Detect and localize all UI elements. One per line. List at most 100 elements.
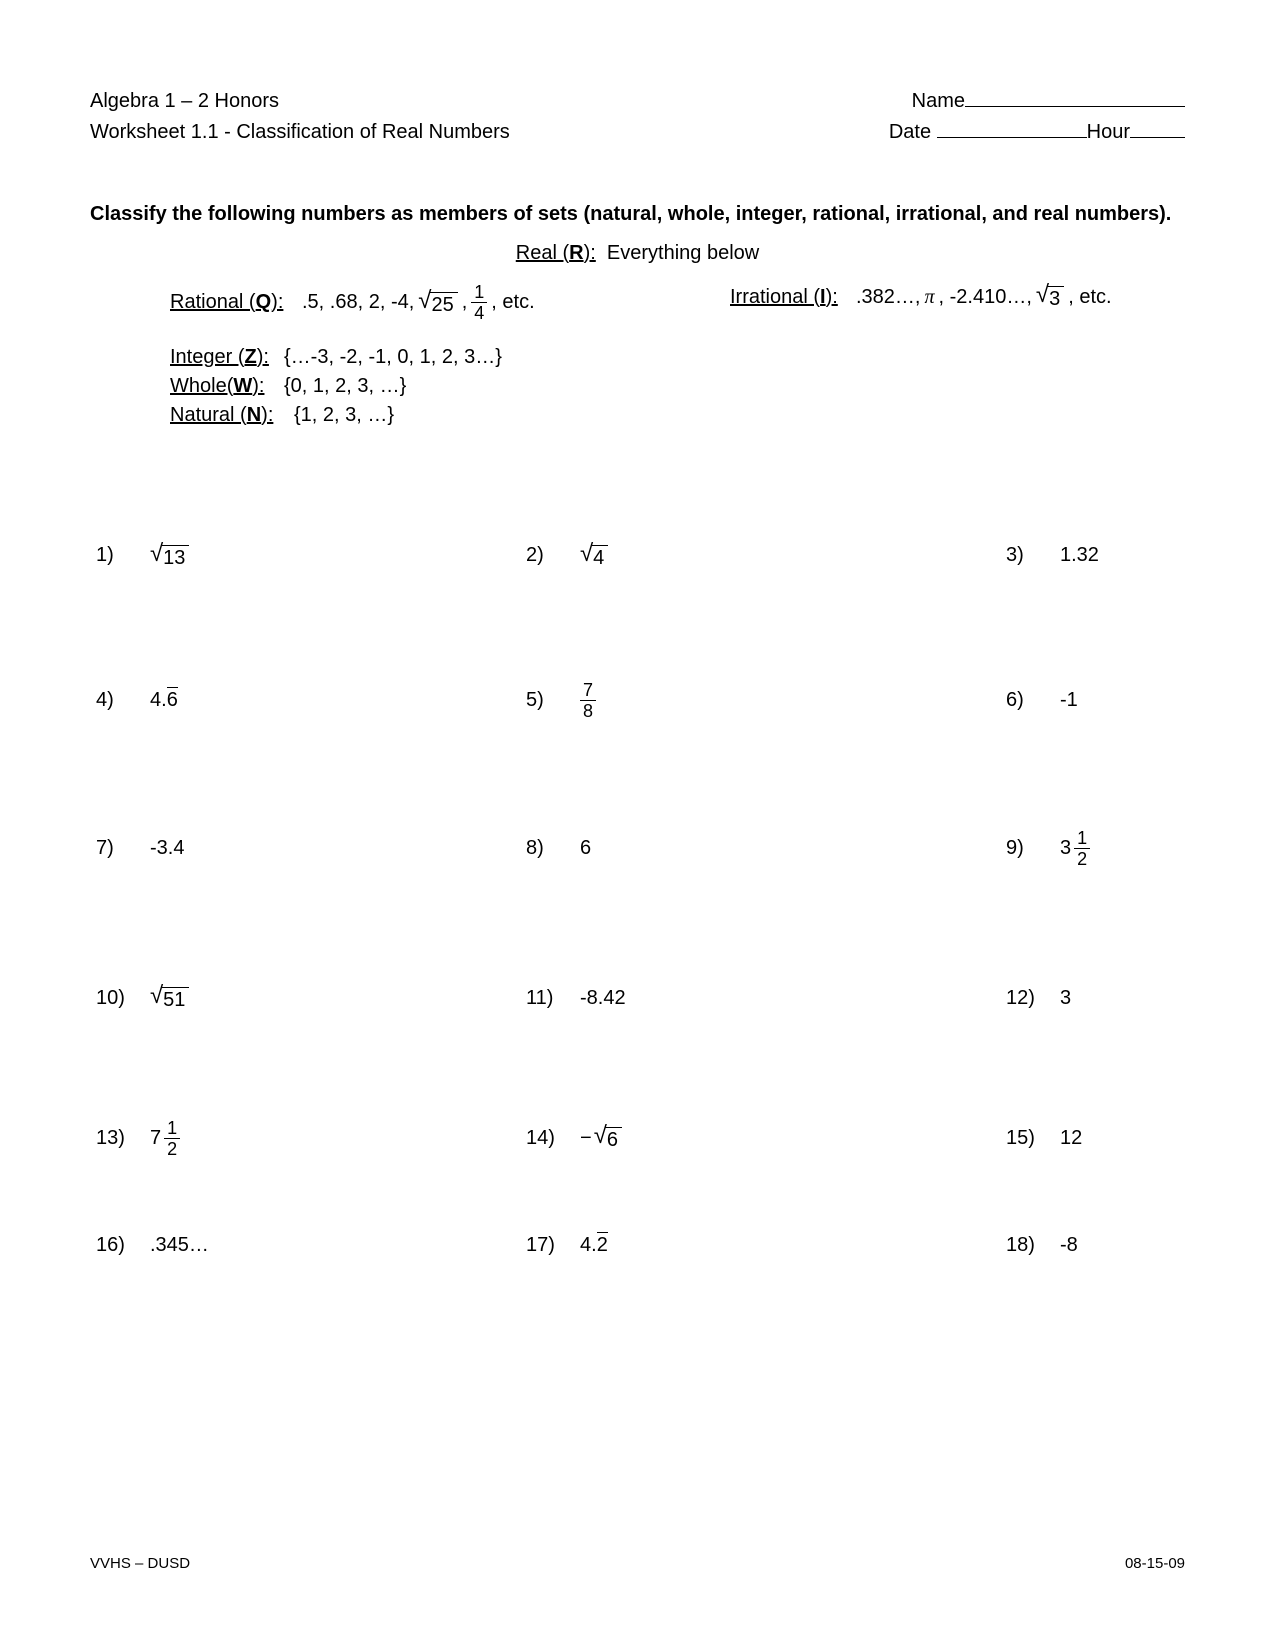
course-title: Algebra 1 – 2 Honors: [90, 90, 279, 113]
set-definitions: Real (R): Everything below Rational (Q):…: [90, 242, 1185, 433]
header-row-1: Algebra 1 – 2 Honors Name: [90, 90, 1185, 113]
repeating-decimal-expr: 4.6: [150, 689, 178, 712]
problem-number: 7): [90, 837, 150, 860]
problem-cell: 16).345…: [90, 1234, 520, 1257]
problem-expression: -1: [1060, 689, 1078, 712]
set-natural: Natural (N): {1, 2, 3, …}: [170, 404, 730, 427]
header-row-2: Worksheet 1.1 - Classification of Real N…: [90, 121, 1185, 144]
problem-row: 1)√13 2)√4 3)1.32: [90, 483, 1185, 628]
hour-label: Hour: [1087, 121, 1130, 143]
set-natural-value: {1, 2, 3, …}: [294, 404, 394, 427]
set-irrational-label: Irrational (I):: [730, 286, 842, 309]
hour-blank: [1130, 137, 1185, 138]
sqrt-expr: √3: [1036, 283, 1064, 311]
problem-cell: 11)-8.42: [520, 987, 1000, 1010]
problem-number: 13): [90, 1127, 150, 1150]
problem-cell: 15)12: [1000, 1127, 1185, 1150]
problem-row: 16).345… 17)4.2 18)-8: [90, 1203, 1185, 1288]
date-label: Date: [889, 121, 931, 143]
problem-number: 5): [520, 689, 580, 712]
name-label: Name: [912, 90, 965, 112]
set-rational: Rational (Q): .5, .68, 2, -4, √25 , 14 ,…: [170, 283, 730, 322]
problem-cell: 2)√4: [520, 542, 1000, 570]
problem-number: 8): [520, 837, 580, 860]
problem-cell: 13)712: [90, 1119, 520, 1158]
sqrt-expr: √51: [150, 984, 189, 1012]
name-blank: [965, 106, 1185, 107]
problem-expression: -8.42: [580, 987, 626, 1010]
mixed-number-expr: 312: [1060, 829, 1090, 868]
problem-cell: 10)√51: [90, 984, 520, 1012]
set-whole-label: Whole(W):: [170, 375, 270, 398]
problem-expression: 6: [580, 837, 591, 860]
date-blank: [937, 137, 1087, 138]
problem-expression: √13: [150, 542, 189, 570]
problem-cell: 1)√13: [90, 542, 520, 570]
name-field: Name: [912, 90, 1185, 113]
problem-number: 17): [520, 1234, 580, 1257]
problem-expression: 4.6: [150, 689, 178, 712]
set-integer: Integer (Z): {…-3, -2, -1, 0, 1, 2, 3…}: [170, 346, 730, 369]
set-whole-value: {0, 1, 2, 3, …}: [284, 375, 406, 398]
problem-row: 4)4.6 5)78 6)-1: [90, 628, 1185, 773]
sqrt-expr: √25: [418, 289, 457, 317]
page-footer: VVHS – DUSD 08-15-09: [90, 1555, 1185, 1572]
problem-number: 11): [520, 987, 580, 1010]
problem-expression: .345…: [150, 1234, 209, 1257]
fraction-expr: 14: [471, 283, 487, 322]
problem-cell: 3)1.32: [1000, 544, 1185, 567]
problem-number: 9): [1000, 837, 1060, 860]
problem-number: 10): [90, 987, 150, 1010]
problem-expression: 12: [1060, 1127, 1082, 1150]
set-rational-values: .5, .68, 2, -4, √25 , 14 , etc.: [302, 283, 535, 322]
problem-number: 18): [1000, 1234, 1060, 1257]
problem-row: 7)-3.4 8)6 9)312: [90, 773, 1185, 923]
problem-cell: 18)-8: [1000, 1234, 1185, 1257]
problem-cell: 7)-3.4: [90, 837, 520, 860]
mixed-number-expr: 712: [150, 1119, 180, 1158]
problem-expression: -3.4: [150, 837, 184, 860]
footer-right: 08-15-09: [1125, 1555, 1185, 1572]
problem-cell: 8)6: [520, 837, 1000, 860]
worksheet-title: Worksheet 1.1 - Classification of Real N…: [90, 121, 510, 144]
problem-number: 4): [90, 689, 150, 712]
problem-expression: 1.32: [1060, 544, 1099, 567]
problem-number: 16): [90, 1234, 150, 1257]
problem-cell: 5)78: [520, 681, 1000, 720]
problem-expression: -8: [1060, 1234, 1078, 1257]
set-real-label: Real (R):: [516, 242, 596, 264]
repeating-decimal-expr: 4.2: [580, 1234, 608, 1257]
footer-left: VVHS – DUSD: [90, 1555, 190, 1572]
pi-symbol: π: [924, 286, 934, 309]
problem-cell: 14)−√6: [520, 1124, 1000, 1152]
date-hour-field: Date Hour: [889, 121, 1185, 144]
problem-cell: 4)4.6: [90, 689, 520, 712]
problem-cell: 6)-1: [1000, 689, 1185, 712]
problems-grid: 1)√13 2)√4 3)1.32 4)4.6 5)78 6)-1 7)-3.4…: [90, 483, 1185, 1288]
problem-expression: 3: [1060, 987, 1071, 1010]
set-irrational: Irrational (I): .382…, π , -2.410…, √3 ,…: [730, 283, 1185, 311]
problem-cell: 12)3: [1000, 987, 1185, 1010]
problem-cell: 17)4.2: [520, 1234, 1000, 1257]
set-integer-label: Integer (Z):: [170, 346, 270, 369]
set-integer-value: {…-3, -2, -1, 0, 1, 2, 3…}: [284, 346, 502, 369]
set-irrational-values: .382…, π , -2.410…, √3 , etc.: [856, 283, 1112, 311]
problem-expression: √4: [580, 542, 608, 570]
problem-number: 1): [90, 544, 150, 567]
set-real-note: Everything below: [607, 242, 759, 264]
sqrt-expr: √6: [594, 1124, 622, 1152]
sqrt-expr: √4: [580, 542, 608, 570]
problem-row: 10)√51 11)-8.42 12)3: [90, 923, 1185, 1073]
problem-expression: 312: [1060, 829, 1090, 868]
problem-expression: 4.2: [580, 1234, 608, 1257]
problem-expression: √51: [150, 984, 189, 1012]
fraction-expr: 78: [580, 681, 596, 720]
problem-number: 6): [1000, 689, 1060, 712]
problem-number: 14): [520, 1127, 580, 1150]
problem-cell: 9)312: [1000, 829, 1185, 868]
problem-expression: 712: [150, 1119, 180, 1158]
problem-number: 12): [1000, 987, 1060, 1010]
sqrt-expr: √13: [150, 542, 189, 570]
problem-row: 13)712 14)−√6 15)12: [90, 1073, 1185, 1203]
set-natural-label: Natural (N):: [170, 404, 280, 427]
